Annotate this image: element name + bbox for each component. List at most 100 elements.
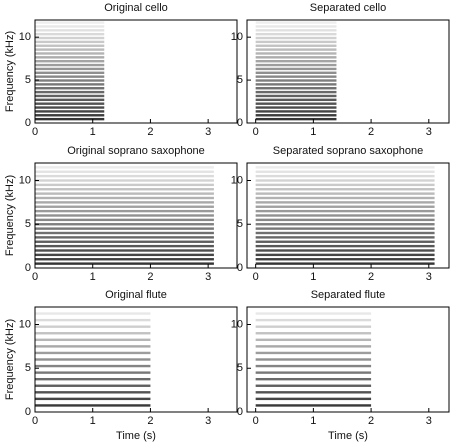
harmonic	[255, 117, 337, 121]
harmonic	[35, 214, 214, 217]
x-tick-label: 0	[32, 415, 38, 427]
harmonic	[255, 83, 337, 86]
harmonic	[35, 110, 105, 113]
harmonic	[35, 209, 214, 213]
harmonic	[35, 262, 214, 265]
panel-title: Separated cello	[310, 2, 386, 14]
harmonic	[35, 48, 105, 51]
panel-title: Separated flute	[311, 289, 386, 301]
harmonic	[255, 44, 337, 47]
x-tick-label: 0	[32, 271, 38, 283]
harmonic	[255, 384, 372, 387]
harmonic	[255, 397, 372, 401]
harmonic	[255, 79, 337, 82]
plot-frame	[34, 306, 238, 413]
harmonic	[35, 318, 151, 322]
harmonic	[255, 192, 435, 195]
harmonic	[35, 358, 151, 361]
harmonic	[35, 312, 151, 315]
x-tick-label: 1	[310, 271, 316, 283]
harmonic	[255, 218, 435, 222]
harmonic	[35, 325, 151, 328]
harmonic	[255, 48, 337, 51]
x-tick-label: 0	[253, 271, 259, 283]
y-tick-label: 5	[25, 74, 31, 86]
harmonic	[35, 377, 151, 381]
harmonic	[35, 83, 105, 86]
harmonic	[35, 404, 151, 407]
x-tick-label: 2	[147, 126, 153, 138]
harmonic	[35, 391, 151, 394]
x-tick-label: 3	[205, 126, 211, 138]
harmonic	[255, 67, 337, 71]
x-tick-label: 3	[426, 271, 432, 283]
harmonic	[255, 63, 337, 67]
x-tick-label: 0	[253, 415, 259, 427]
y-tick-label: 0	[25, 262, 31, 274]
x-tick-label: 3	[205, 415, 211, 427]
harmonic	[255, 75, 337, 78]
harmonic	[35, 240, 214, 243]
harmonic	[255, 249, 435, 252]
y-axis-label: Frequency (kHz)	[4, 319, 16, 400]
harmonic	[35, 79, 105, 82]
plot-frame	[246, 19, 450, 124]
y-tick-label: 10	[19, 31, 31, 43]
harmonic	[255, 244, 435, 248]
x-tick-label: 3	[205, 271, 211, 283]
harmonic	[35, 36, 105, 40]
x-tick-label: 1	[90, 126, 96, 138]
harmonic	[255, 183, 435, 187]
harmonic	[255, 94, 337, 98]
plot-frame	[34, 19, 238, 124]
harmonic	[255, 325, 372, 328]
harmonic	[255, 40, 337, 44]
harmonic	[35, 338, 151, 342]
y-tick-label: 5	[237, 362, 243, 374]
y-axis-label: Frequency (kHz)	[4, 31, 16, 112]
y-tick-label: 0	[237, 262, 243, 274]
harmonic	[255, 209, 435, 213]
harmonic	[35, 94, 105, 98]
y-tick-label: 0	[237, 406, 243, 418]
y-tick-label: 10	[231, 318, 243, 330]
x-tick-label: 1	[90, 415, 96, 427]
harmonic	[35, 117, 105, 121]
x-tick-label: 2	[368, 271, 374, 283]
y-tick-label: 10	[231, 31, 243, 43]
harmonic	[255, 166, 435, 169]
x-tick-label: 1	[310, 415, 316, 427]
y-tick-label: 5	[237, 74, 243, 86]
harmonic	[255, 179, 435, 182]
harmonic	[255, 214, 435, 217]
harmonic	[35, 183, 214, 187]
harmonic	[35, 332, 151, 335]
harmonic	[255, 227, 435, 230]
harmonic	[255, 102, 337, 105]
harmonic	[35, 174, 214, 178]
harmonic	[35, 196, 214, 200]
harmonic	[255, 29, 337, 32]
harmonic	[35, 227, 214, 230]
panel-title: Original soprano saxophone	[67, 145, 205, 157]
harmonic	[35, 32, 105, 36]
y-tick-label: 0	[25, 117, 31, 129]
harmonic	[255, 240, 435, 243]
y-tick-label: 5	[25, 362, 31, 374]
plot-frame	[246, 306, 450, 413]
harmonic	[255, 312, 372, 315]
harmonic	[255, 223, 435, 226]
harmonic	[35, 21, 105, 24]
harmonic	[35, 52, 105, 55]
harmonic	[255, 332, 372, 335]
harmonic	[35, 249, 214, 252]
harmonic	[35, 29, 105, 32]
harmonic	[35, 63, 105, 67]
y-tick-label: 5	[237, 218, 243, 230]
harmonic	[35, 223, 214, 226]
harmonic	[35, 397, 151, 401]
harmonic	[255, 201, 435, 204]
harmonic	[255, 170, 435, 173]
harmonic	[35, 25, 105, 28]
